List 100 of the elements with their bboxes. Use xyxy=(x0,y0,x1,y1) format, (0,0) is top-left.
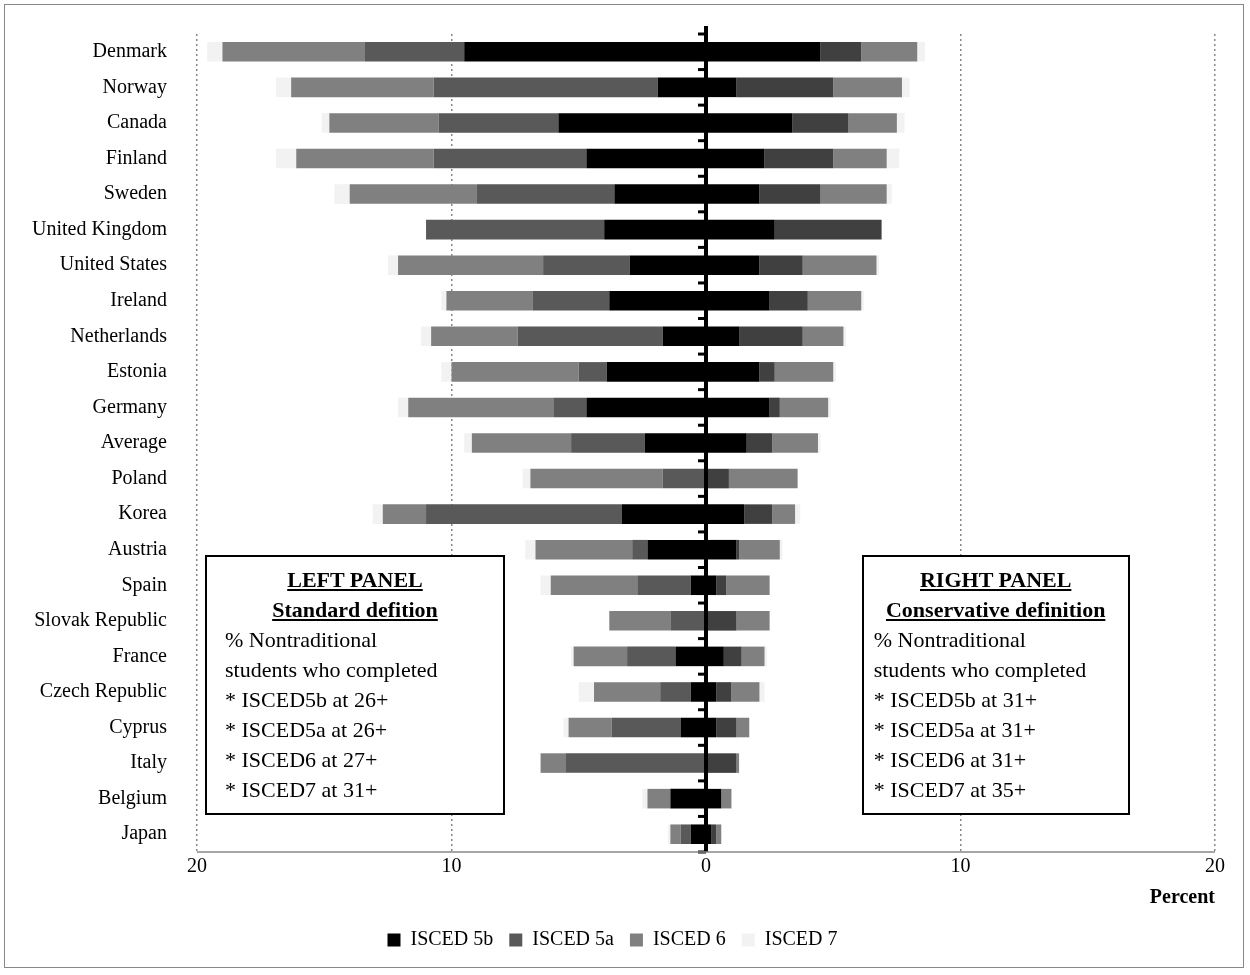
bar xyxy=(774,362,834,382)
bar xyxy=(334,184,350,204)
y-tick-label: Germany xyxy=(92,394,167,418)
bar xyxy=(774,219,882,240)
bar xyxy=(420,326,432,347)
text-box: RIGHT PANEL Conservative definition % Nontraditional students who completed * ISCED5b at 31+ * ISCED5a at 31+ * ISCED6 at 31+ * ISCED7 at 35+ xyxy=(861,555,1130,815)
bar xyxy=(662,468,706,489)
bar xyxy=(739,539,780,560)
text-box: LEFT PANEL Standard defition % Nontraditional students who completed * ISCED5b at 26+ * ISCED5a at 26+ * ISCED6 at 27+ * ISCED7 at 31+ xyxy=(205,555,505,815)
y-tick-label: Belgium xyxy=(98,785,168,809)
y-tick-label: Average xyxy=(100,430,168,454)
bar xyxy=(426,219,605,240)
bar xyxy=(759,682,765,702)
bar xyxy=(471,433,572,453)
bar xyxy=(476,184,615,204)
bar xyxy=(364,42,465,62)
x-tick-label: 0 xyxy=(701,854,711,877)
bar xyxy=(441,362,452,382)
bar xyxy=(517,326,663,347)
bar xyxy=(321,113,330,133)
bar xyxy=(611,717,681,738)
x-tick-label: 20 xyxy=(186,854,207,877)
bar xyxy=(609,611,671,631)
bar xyxy=(525,539,536,560)
legend-label: ISCED 5b xyxy=(410,927,494,950)
bar xyxy=(275,77,292,98)
y-tick-label: United States xyxy=(59,252,168,275)
bar xyxy=(571,433,645,453)
bar xyxy=(275,148,297,169)
bar xyxy=(568,717,612,738)
bar xyxy=(716,682,732,702)
y-tick-label: Norway xyxy=(102,74,167,98)
bar xyxy=(408,397,554,418)
y-tick-label: Japan xyxy=(121,821,167,845)
bar xyxy=(736,77,834,98)
y-tick-label: Italy xyxy=(130,750,167,774)
bar xyxy=(917,42,925,62)
x-tick-label: 10 xyxy=(950,854,971,877)
bar xyxy=(540,575,551,596)
bar xyxy=(647,788,671,809)
bar xyxy=(820,184,887,204)
bar xyxy=(795,504,801,524)
bar xyxy=(660,682,691,702)
bar xyxy=(433,77,658,98)
legend-label: ISCED 6 xyxy=(652,927,726,950)
bar xyxy=(772,504,796,524)
bar xyxy=(464,433,472,453)
bar xyxy=(736,611,770,631)
y-tick-label: France xyxy=(112,643,168,666)
annotation: LEFT PANEL Standard defition % Nontraditional students who completed * ISCED5b at 26+ * ISCED5a at 26+ * ISCED6 at 27+ * ISCED7 at 31+ xyxy=(224,566,439,804)
bar xyxy=(632,539,648,560)
bar xyxy=(637,575,691,596)
y-tick-label: Czech Republic xyxy=(39,679,168,703)
bar xyxy=(571,646,574,667)
bar xyxy=(759,184,821,204)
bar xyxy=(723,646,742,667)
bar xyxy=(746,433,773,453)
bar xyxy=(670,611,706,631)
bar xyxy=(706,753,737,773)
bar xyxy=(670,824,681,844)
bar xyxy=(563,717,569,738)
bar xyxy=(807,290,862,311)
legend-label: ISCED 7 xyxy=(764,927,838,950)
bar xyxy=(861,42,918,62)
bar xyxy=(550,575,638,596)
bar xyxy=(426,504,623,524)
bar xyxy=(802,255,877,275)
bar xyxy=(820,42,862,62)
bar xyxy=(627,646,676,667)
bar xyxy=(543,255,630,275)
y-tick-label: Sweden xyxy=(103,181,167,204)
bar xyxy=(716,717,737,738)
bar xyxy=(680,824,691,844)
y-tick-label: Poland xyxy=(111,465,167,488)
y-tick-label: Cyprus xyxy=(109,714,168,738)
bar xyxy=(716,575,727,596)
bar xyxy=(222,42,365,62)
y-tick-label: Slovak Republic xyxy=(34,608,168,632)
bar xyxy=(759,255,803,275)
bar xyxy=(578,362,607,382)
bar xyxy=(706,611,737,631)
x-tick-label: 10 xyxy=(441,854,462,877)
bar xyxy=(817,433,821,453)
bar xyxy=(329,113,439,133)
y-tick-label: Netherlands xyxy=(70,323,168,346)
bar xyxy=(741,646,765,667)
bar xyxy=(540,753,567,773)
bar xyxy=(535,539,633,560)
bar xyxy=(438,113,559,133)
y-tick-label: Spain xyxy=(121,572,167,596)
bar xyxy=(896,113,905,133)
bar xyxy=(764,148,834,169)
bar xyxy=(744,504,773,524)
legend-label: ISCED 5a xyxy=(532,927,615,950)
x-tick-label: 20 xyxy=(1205,854,1225,877)
bar xyxy=(861,290,864,311)
bar xyxy=(711,824,717,844)
bar xyxy=(530,468,663,489)
y-tick-label: United Kingdom xyxy=(31,216,168,240)
bar xyxy=(731,682,760,702)
